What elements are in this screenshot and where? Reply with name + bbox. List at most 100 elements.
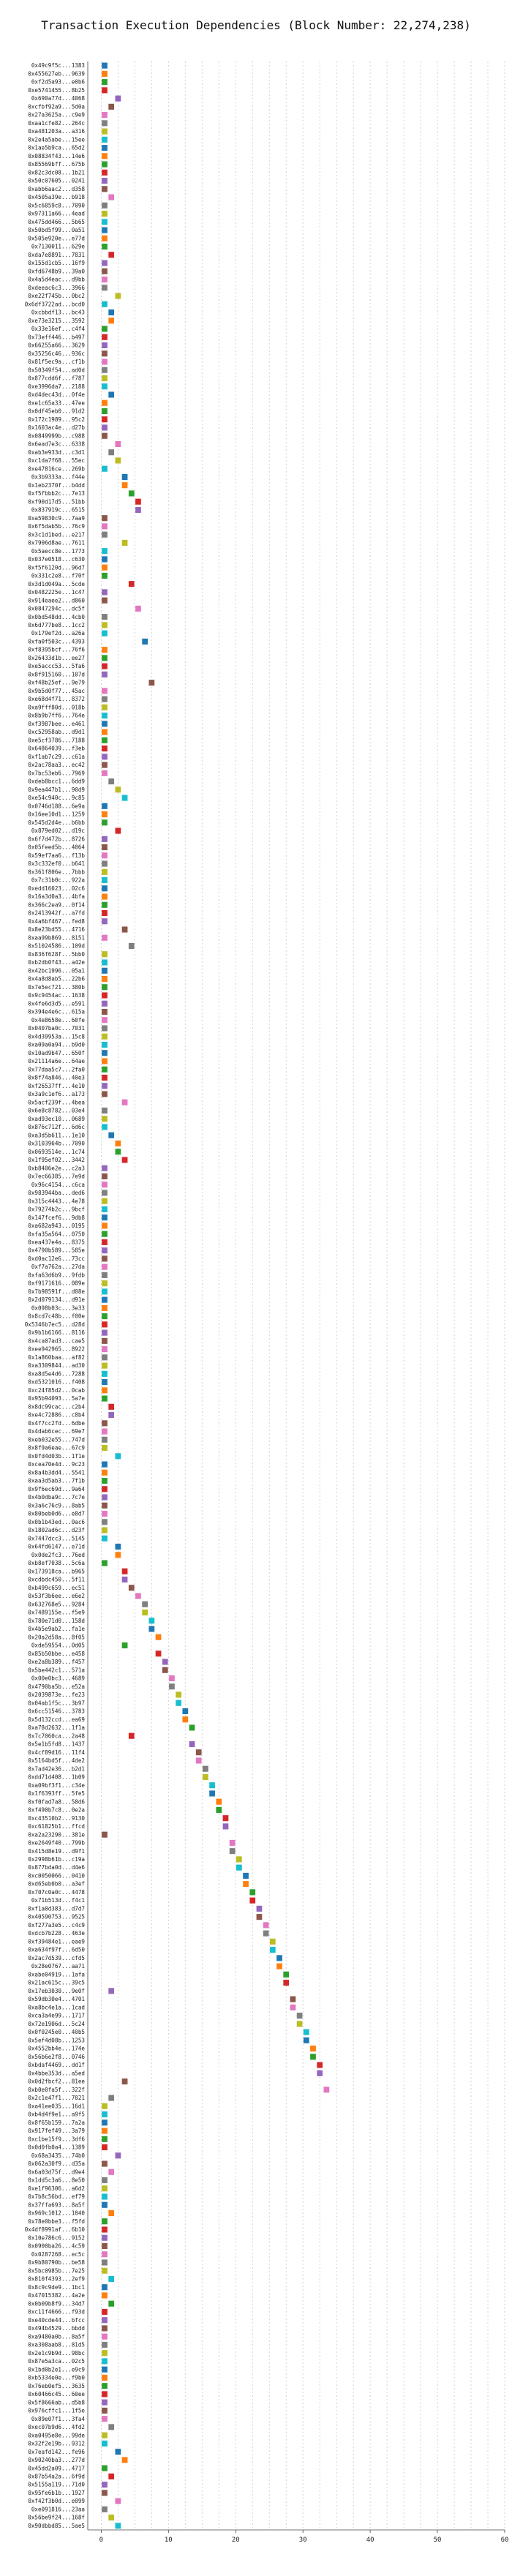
transaction-bar — [203, 1765, 208, 1772]
transaction-hash-label: 0x062a30f9...d35a — [28, 2160, 85, 2167]
transaction-hash-label: 0x877bda0d...d4e6 — [28, 1864, 85, 1871]
transaction-hash-label: 0x876c712f...6d6c — [28, 1124, 85, 1130]
transaction-bar — [102, 161, 108, 168]
transaction-bar — [102, 589, 108, 596]
transaction-hash-label: 0x5e1b5fd8...1437 — [28, 1741, 85, 1748]
transaction-bar — [102, 202, 108, 209]
transaction-bar — [142, 1601, 148, 1607]
transaction-hash-label: 0x0f0245e0...40b5 — [28, 2029, 85, 2035]
transaction-bar — [323, 2087, 330, 2093]
transaction-hash-label: 0x5acf239f...4bea — [28, 1099, 85, 1105]
transaction-hash-label: 0xe40cde44...bfcc — [28, 2317, 85, 2324]
transaction-bar — [102, 1502, 108, 1509]
transaction-hash-label: 0x4a6bf467...fed8 — [28, 918, 85, 925]
transaction-bar — [128, 1585, 135, 1591]
transaction-hash-label: 0xf277a3e5...c4c9 — [28, 1922, 85, 1929]
transaction-hash-label: 0x42bc1996...05a1 — [28, 967, 85, 974]
transaction-hash-label: 0xa481203a...a316 — [28, 128, 85, 135]
transaction-bar — [102, 1255, 108, 1262]
transaction-hash-label: 0x6df3722ad...bcd0 — [25, 301, 86, 307]
transaction-hash-label: 0xdeeac6c3...3966 — [28, 285, 85, 291]
transaction-hash-label: 0x5be442c1...571a — [28, 1667, 85, 1673]
transaction-bar — [102, 2506, 108, 2512]
transaction-bar — [102, 548, 108, 555]
transaction-bar — [249, 1889, 256, 1896]
transaction-bar — [102, 2242, 108, 2250]
transaction-bar — [102, 1288, 108, 1295]
transaction-hash-label: 0x3b9333a...f44e — [31, 474, 86, 481]
transaction-hash-label: 0x3c332ef0...b641 — [28, 860, 85, 867]
transaction-bar — [303, 2037, 309, 2043]
transaction-hash-label: 0x2ac78aa3...ec42 — [28, 762, 85, 768]
transaction-bar — [102, 2416, 108, 2422]
transaction-bar — [102, 2366, 108, 2373]
transaction-bar — [121, 2457, 128, 2463]
transaction-hash-label: 0x2e1c9b9d...98bc — [28, 2350, 85, 2357]
transaction-bar — [176, 1700, 181, 1706]
transaction-hash-label: 0xe68d4f71...8372 — [28, 696, 85, 702]
transaction-bar — [102, 2136, 108, 2142]
transaction-bar — [102, 1025, 108, 1032]
transaction-hash-label: 0xbdaf4469...dd1f — [28, 2062, 85, 2068]
transaction-bar — [102, 2383, 108, 2389]
transaction-hash-label: 0xa308aab8...81d5 — [28, 2342, 85, 2348]
transaction-hash-label: 0x0407ba0c...7031 — [28, 1025, 85, 1032]
transaction-hash-label: 0xa41ee035...16d1 — [28, 2103, 85, 2109]
transaction-bar — [102, 1535, 108, 1542]
transaction-hash-label: 0x6d777be8...1cc2 — [28, 622, 85, 628]
transaction-hash-label: 0x6e8c8782...03e4 — [28, 1108, 85, 1114]
transaction-hash-label: 0xb8406e2e...c2a3 — [28, 1165, 85, 1171]
transaction-hash-label: 0xa9fff80d...018b — [28, 704, 85, 710]
transaction-hash-label: 0xf2d5a93...e0b6 — [31, 79, 86, 86]
transaction-hash-label: 0x4b0dba9c...7c7e — [28, 1494, 85, 1501]
transaction-hash-label: 0x0482225e...1c47 — [28, 589, 85, 596]
transaction-bar — [176, 1691, 181, 1698]
transaction-bar — [102, 465, 108, 472]
transaction-hash-label: 0x7c7060ca...2a48 — [28, 1732, 85, 1739]
transaction-hash-label: 0xf7a762a...27da — [31, 1263, 85, 1270]
transaction-hash-label: 0x4b5e9ab2...fa1e — [28, 1626, 85, 1632]
transaction-bar — [102, 721, 108, 727]
transaction-bar — [148, 1618, 155, 1624]
transaction-bar — [102, 1066, 108, 1073]
transaction-hash-label: 0xde59554...0d05 — [31, 1642, 85, 1649]
transaction-hash-label: 0xeb032e55...747d — [28, 1436, 85, 1443]
transaction-hash-label: 0x95b94093...5a7e — [28, 1395, 85, 1402]
transaction-hash-label: 0x32f2e19b...9312 — [28, 2441, 85, 2447]
transaction-bar — [115, 786, 121, 793]
transaction-hash-label: 0x7ad42e36...b2d1 — [28, 1765, 85, 1772]
transaction-hash-label: 0x21114a6e...64ae — [28, 1058, 85, 1064]
transaction-bar — [135, 1593, 141, 1599]
transaction-hash-label: 0x4d39953a...15c8 — [28, 1033, 85, 1040]
transaction-bar — [102, 1420, 108, 1427]
transaction-bar — [102, 2317, 108, 2324]
transaction-hash-label: 0x1f6393ff...5fe5 — [28, 1790, 85, 1797]
transaction-bar — [102, 1182, 108, 1188]
transaction-hash-label: 0xa8bc4e1a...1cad — [28, 2004, 85, 2010]
transaction-bar — [102, 614, 108, 620]
transaction-bar — [102, 2201, 108, 2208]
transaction-bar — [142, 638, 148, 645]
transaction-bar — [108, 1988, 115, 1994]
transaction-hash-label: 0x26433d1b...ee27 — [28, 655, 85, 661]
transaction-bar — [102, 178, 108, 184]
transaction-hash-label: 0xa59830c9...7aa9 — [28, 515, 85, 522]
transaction-hash-label: 0xe5cf3786...7188 — [28, 737, 85, 743]
transaction-bar — [102, 219, 108, 225]
transaction-bar — [102, 655, 108, 661]
transaction-hash-label: 0x361f806e...7bbb — [28, 868, 85, 875]
transaction-bar — [102, 918, 108, 925]
transaction-hash-label: 0x2e4a5abe...15ee — [28, 136, 85, 143]
transaction-hash-label: 0xdcb7b228...463e — [28, 1930, 85, 1937]
transaction-bar — [102, 408, 108, 415]
transaction-bar — [102, 819, 108, 826]
x-tick-label: 50 — [434, 2536, 442, 2544]
transaction-bar — [102, 301, 108, 307]
transaction-hash-label: 0x5ef4d08b...1253 — [28, 2037, 85, 2043]
transaction-bar — [102, 227, 108, 233]
transaction-hash-label: 0x5c6859c8...7090 — [28, 202, 85, 209]
transaction-bar — [102, 1428, 108, 1435]
transaction-hash-label: 0xee942965...8922 — [28, 1346, 85, 1353]
transaction-hash-label: 0x85b50bbe...e458 — [28, 1651, 85, 1657]
transaction-bar — [108, 2275, 115, 2283]
